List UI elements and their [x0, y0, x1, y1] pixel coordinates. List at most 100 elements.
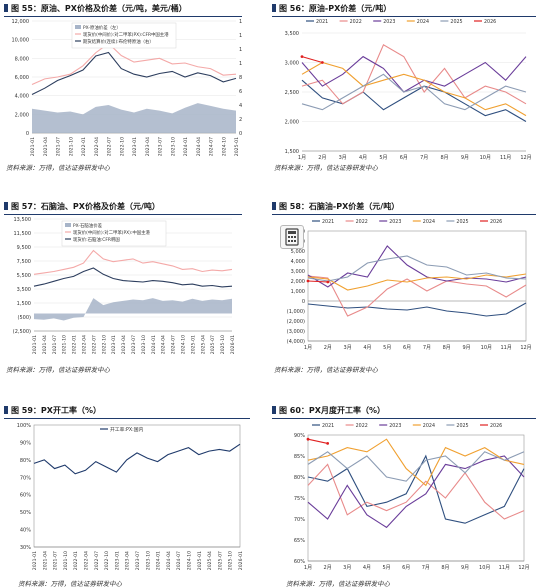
legend-label: 现货价(中间价):对二甲苯(PX):CFR中国主港 [83, 31, 169, 38]
x-tick-label: 8月 [440, 155, 448, 161]
source-note: 资料来源：万得，信达证券研发中心 [286, 580, 390, 588]
source-note: 资料来源：万得，信达证券研发中心 [18, 580, 122, 588]
legend-label: 2021 [322, 219, 334, 225]
x-tick-label: 2022-07 [91, 335, 97, 354]
x-tick-label: 9月 [461, 155, 469, 161]
y-tick-label: 30% [20, 545, 31, 551]
x-tick-label: 2025-10 [220, 335, 226, 354]
chart-svg: (2,500) (500) 1,500 3,500 5,500 7,500 9,500 11,… [13, 217, 236, 354]
x-tick-label: 2024-01 [151, 335, 157, 354]
legend-label: 2023 [383, 19, 395, 25]
y-tick-label-right: 100 [239, 61, 242, 67]
chart-panel-57: 图 57：石脑油、PX价格及价差（元/吨） (2,500) (500) 1,500 3… [4, 200, 242, 374]
y-tick-label: 80% [294, 475, 305, 481]
y-tick-label: 3,500 [285, 31, 299, 37]
x-tick-label: 5月 [383, 345, 391, 351]
legend-label: 2022 [356, 423, 368, 429]
y-tick-label-right: 80 [239, 75, 242, 81]
x-tick-label: 1月 [304, 565, 312, 571]
legend-label: 2025 [450, 19, 462, 25]
x-tick-label: 2025-10 [228, 551, 234, 570]
source-note: 资料来源：万得，信达证券研发中心 [6, 164, 110, 172]
y-tick-label: (3,000) [287, 329, 305, 335]
x-tick-label: 2024-04 [196, 137, 202, 156]
y-tick-label-right: 0 [239, 131, 242, 137]
x-tick-label: 2月 [324, 565, 332, 571]
x-tick-label: 2022-07 [94, 551, 100, 570]
calculator-icon[interactable] [280, 225, 304, 249]
x-tick-label: 2023-10 [141, 335, 147, 354]
chart-caption: 图 57：石脑油、PX价格及价差（元/吨） [4, 200, 160, 214]
legend-label: PX-原油价差（左） [83, 24, 121, 31]
x-tick-label: 2026-01 [238, 551, 244, 570]
y-tick-label: 0 [26, 131, 29, 137]
y-tick-label: 0 [302, 299, 305, 305]
y-tick-label: 70% [20, 475, 31, 481]
x-tick-label: 2025-04 [200, 335, 206, 354]
series-area-0 [34, 298, 232, 321]
legend-box [61, 220, 167, 247]
x-tick-label: 3月 [339, 155, 347, 161]
plot-frame [33, 424, 241, 548]
series-point [306, 437, 310, 441]
legend-label: 2021 [322, 423, 334, 429]
x-tick-label: 2021-10 [68, 137, 74, 156]
x-tick-label: 2021-04 [42, 551, 48, 570]
y-tick-label-right: 20 [239, 117, 242, 123]
y-tick-label: 90% [20, 440, 31, 446]
x-tick-label: 2023-10 [145, 551, 151, 570]
x-tick-label: 7月 [423, 345, 431, 351]
x-tick-label: 2022-04 [94, 137, 100, 156]
chart-panel-60: 图 60：PX月度开工率（%） 60% 65% 70% 75% 80% 85% 90% 1月 2… [272, 404, 536, 588]
y-tick-label: 75% [294, 496, 305, 502]
y-tick-label: 2,500 [285, 90, 299, 96]
series-line-2025 [307, 451, 525, 482]
chart-caption: 图 60：PX月度开工率（%） [272, 404, 385, 418]
chart-svg: (4,000) (3,000) (2,000) (1,000) 0 1,000 2,000 3… [287, 219, 532, 351]
x-tick-label: 6月 [402, 565, 410, 571]
x-tick-label: 2023-07 [131, 335, 137, 354]
series-line-2023 [307, 245, 527, 288]
chart-caption: 图 59：PX开工率（%） [4, 404, 101, 418]
x-tick-label: 3月 [344, 345, 352, 351]
x-tick-label: 2025-04 [207, 551, 213, 570]
x-tick-label: 2022-10 [104, 551, 110, 570]
x-tick-label: 2021-01 [32, 551, 38, 570]
x-tick-label: 2022-01 [73, 551, 79, 570]
x-tick-label: 2021-04 [43, 137, 49, 156]
x-tick-label: 12月 [518, 565, 529, 571]
chart-caption: 图 56：原油-PX价差（元/吨） [272, 2, 391, 16]
x-tick-label: 4月 [359, 155, 367, 161]
x-tick-label: 5月 [379, 155, 387, 161]
series-point [326, 280, 330, 284]
legend-label: 2025 [456, 219, 468, 225]
x-tick-label: 2024-10 [181, 335, 187, 354]
x-tick-label: 2021-01 [32, 335, 38, 354]
x-tick-label: 2023-07 [135, 551, 141, 570]
y-tick-label: 80% [20, 458, 31, 464]
y-tick-label: (2,500) [13, 329, 31, 335]
series-line-2023 [307, 455, 525, 529]
x-tick-label: 2023-04 [125, 551, 131, 570]
y-tick-label: 100% [17, 423, 32, 429]
legend-label: 2024 [423, 423, 435, 429]
x-tick-label: 10月 [480, 155, 491, 161]
x-tick-label: 4月 [363, 565, 371, 571]
x-tick-label: 2024-07 [176, 551, 182, 570]
x-tick-label: 2024-01 [183, 137, 189, 156]
y-tick-label: 10,000 [12, 38, 30, 44]
y-tick-label-right: 140 [239, 33, 242, 39]
series-line-2026 [301, 56, 323, 64]
y-tick-label: 7,500 [17, 259, 31, 265]
x-tick-label: 2021-10 [63, 551, 69, 570]
series-line-2022 [301, 44, 527, 105]
x-tick-label: 2023-04 [145, 137, 151, 156]
legend-label: 2023 [389, 423, 401, 429]
y-tick-label: (1,000) [287, 309, 305, 315]
x-tick-label: 2026-01 [230, 335, 236, 354]
legend-label: PX-石脑油价差 [73, 222, 103, 229]
series-line-开工率:PX:国内 [33, 443, 241, 475]
x-tick-label: 2024-10 [187, 551, 193, 570]
series-line-2022 [307, 275, 527, 317]
chart-svg: 0 2,000 4,000 6,000 8,000 10,000 12,000 0 20 40 60… [12, 19, 243, 156]
